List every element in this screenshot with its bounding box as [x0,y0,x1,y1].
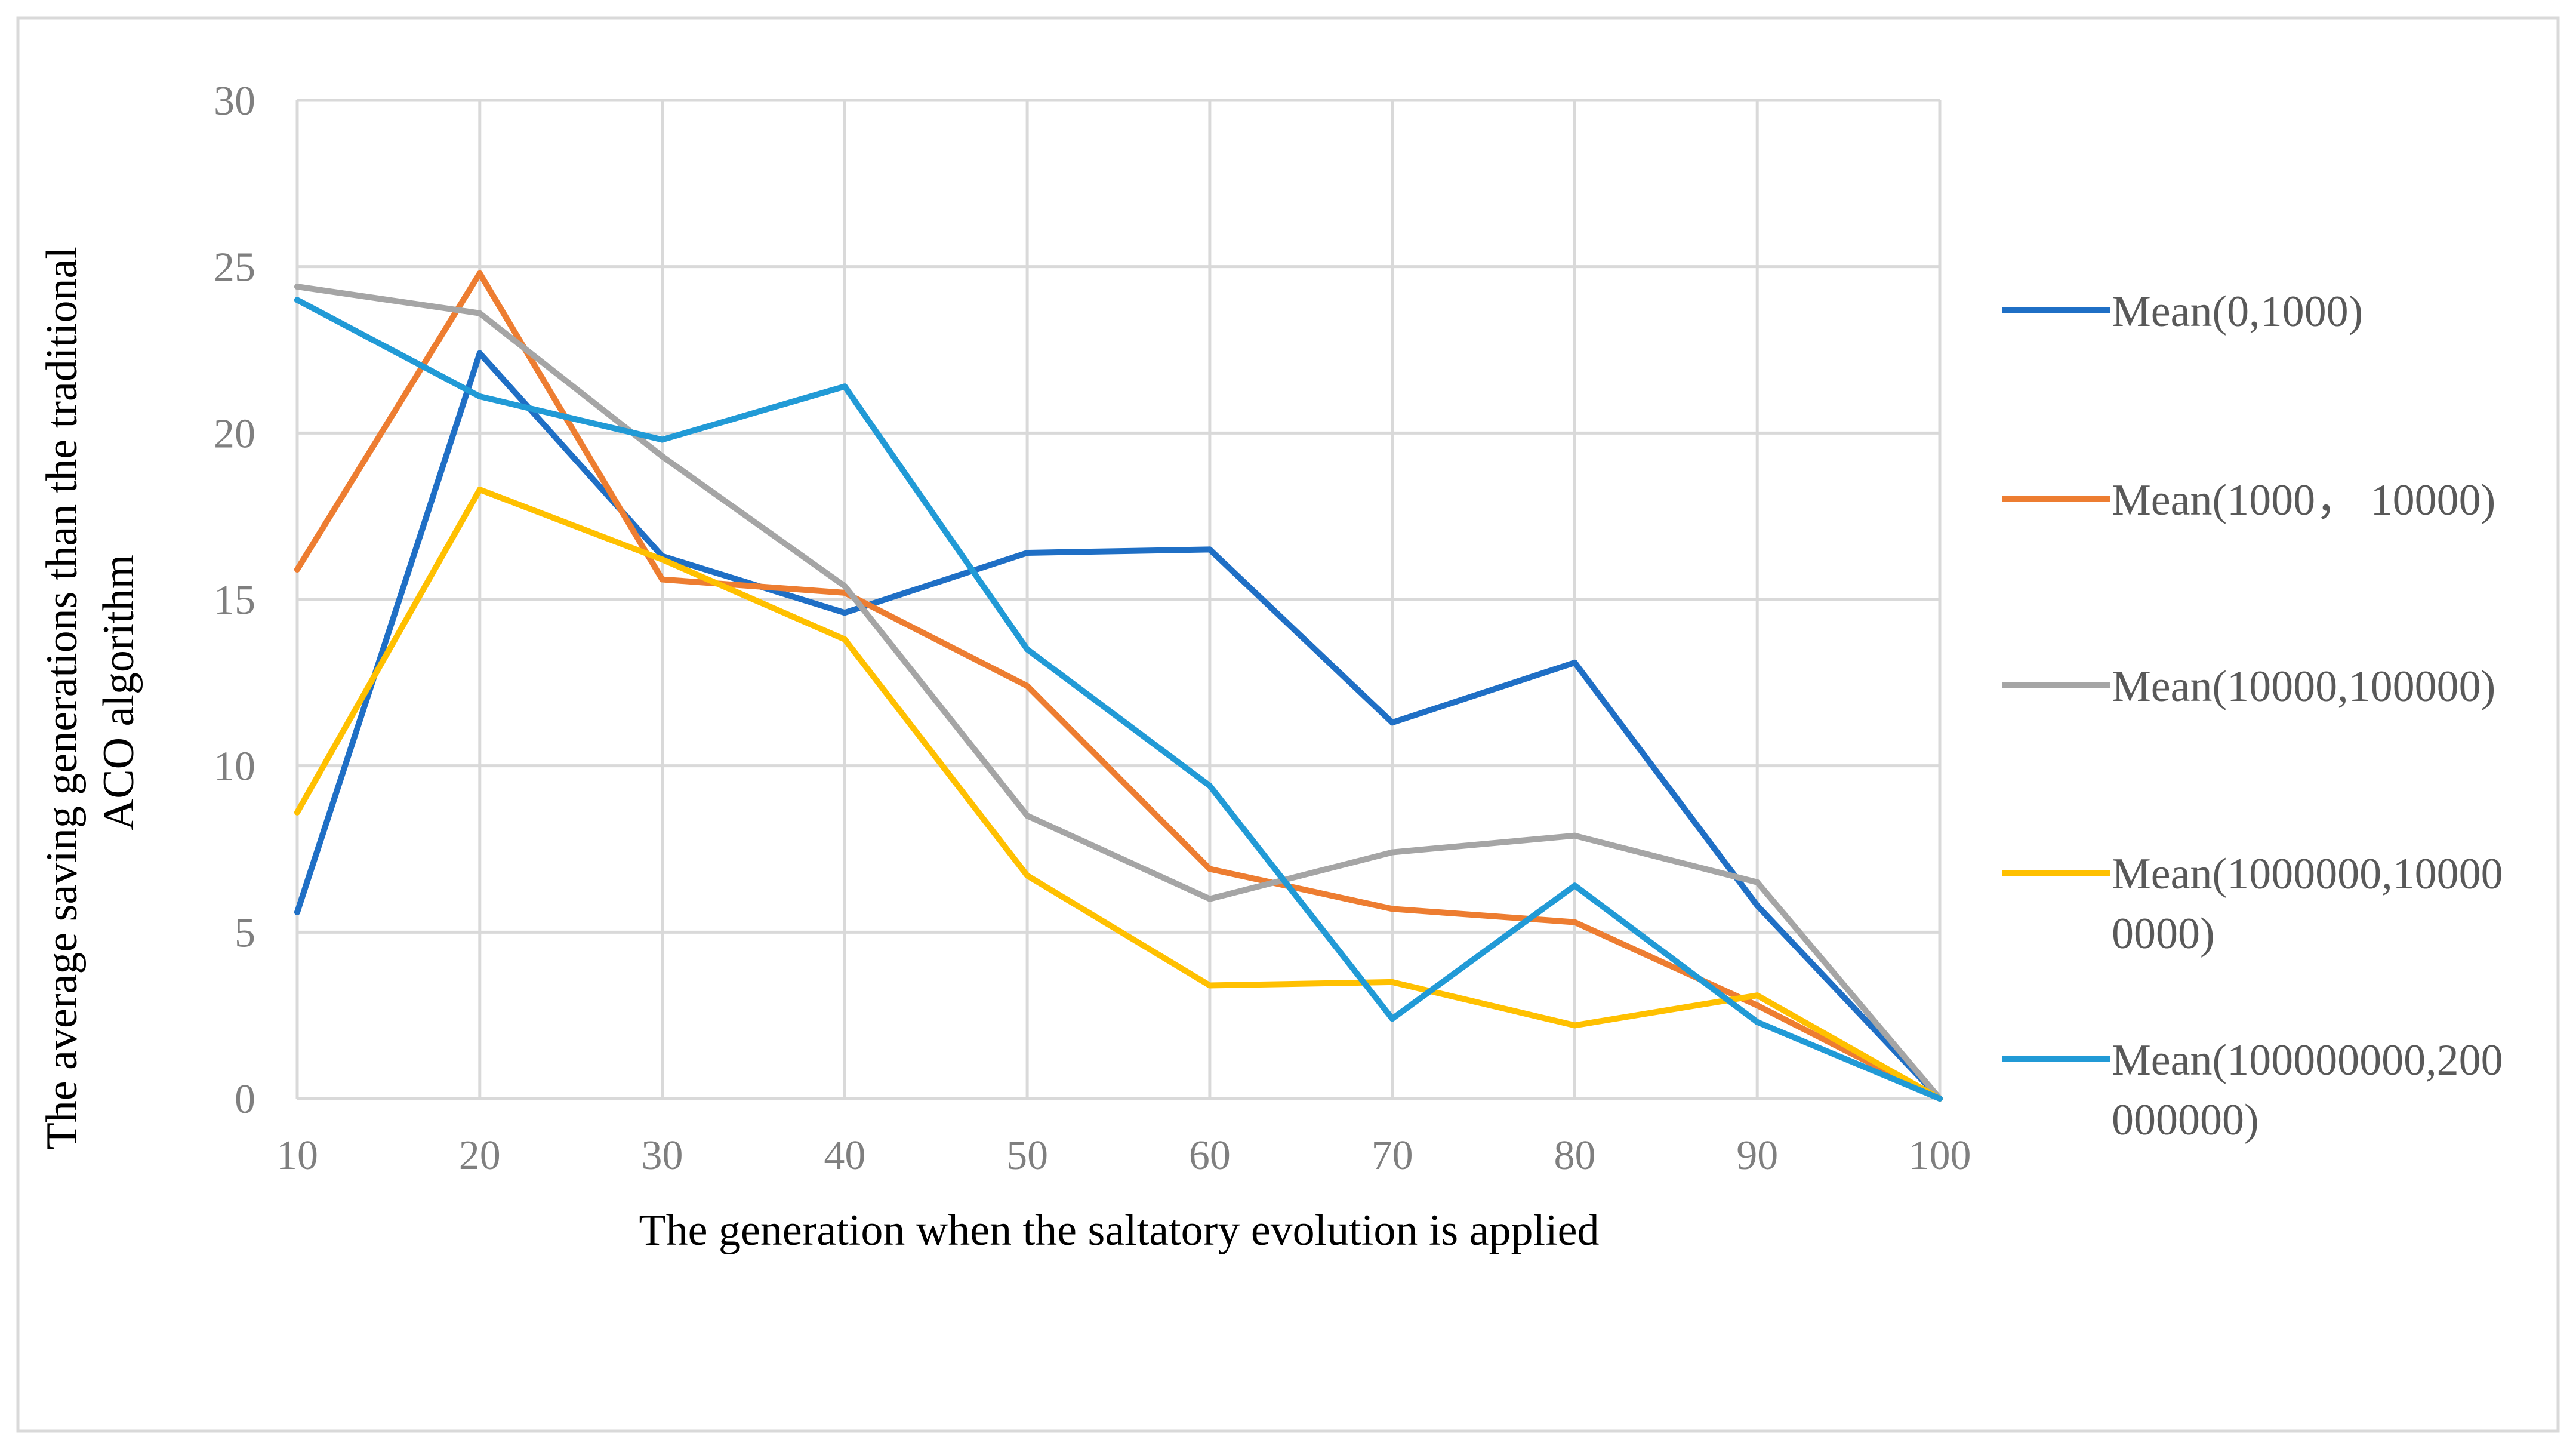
data-point [1572,919,1578,925]
data-point [1206,783,1213,789]
data-point [842,383,848,390]
x-tick-label: 30 [642,1133,683,1179]
data-point [1754,902,1761,909]
x-tick-label: 10 [276,1133,318,1179]
data-point [1206,866,1213,872]
data-point [294,284,300,290]
x-tick-label: 100 [1909,1133,1971,1179]
legend-item-4: Mean(1000000,10000 0000) [2002,850,2503,958]
series-layer [294,270,1943,1102]
data-point [842,610,848,616]
data-point [476,310,483,316]
data-point [842,636,848,642]
x-tick-label: 50 [1006,1133,1048,1179]
x-tick-label: 20 [459,1133,501,1179]
data-point [294,297,300,303]
data-point [1572,659,1578,666]
series-2 [294,270,1943,1102]
data-point [476,393,483,400]
legend-label: Mean(0,1000) [2112,287,2363,336]
x-tick-label: 40 [824,1133,865,1179]
legend: Mean(0,1000) Mean(1000， 10000) Mean(10000,… [2002,287,2503,1145]
y-tick-label: 20 [214,411,255,457]
legend-item-3: Mean(10000,100000) [2002,662,2495,711]
legend-label: Mean(1000000,10000 [2112,850,2503,899]
y-tick-label: 25 [214,245,255,291]
x-tick-label: 90 [1736,1133,1778,1179]
legend-item-2: Mean(1000， 10000) [2002,476,2495,525]
y-axis-title-line-2: ACO algorithm [94,555,143,830]
data-point [294,809,300,816]
data-point [1572,832,1578,839]
data-point [1024,872,1031,879]
data-point [1206,546,1213,553]
y-axis-title: The average saving generations than the … [38,236,143,1150]
data-point [1754,1002,1761,1008]
data-point [1206,982,1213,989]
y-axis-title-line-1: The average saving generations than the … [38,247,87,1149]
data-point [1572,1022,1578,1029]
data-point [659,436,665,443]
series-line [294,284,1943,1102]
data-point [1389,849,1395,856]
data-point [1024,682,1031,689]
data-point [476,270,483,276]
y-axis-ticks: 0 5 10 15 20 25 30 [214,78,255,1122]
data-point [659,556,665,563]
data-point [1206,896,1213,902]
data-point [1754,992,1761,999]
legend-item-1: Mean(0,1000) [2002,287,2363,336]
grid-layer [295,99,1942,1100]
legend-label: 000000) [2112,1096,2259,1145]
chart-frame [16,16,2560,1433]
x-axis-ticks: 10 20 30 40 50 60 70 80 90 100 [276,1133,1971,1179]
data-point [476,487,483,493]
legend-label: Mean(1000， 10000) [2112,476,2495,525]
legend-label: Mean(100000000,200 [2112,1036,2503,1085]
data-point [1024,549,1031,556]
y-tick-label: 15 [214,577,255,623]
data-point [1754,1019,1761,1025]
y-tick-label: 10 [214,744,255,790]
x-tick-label: 80 [1554,1133,1595,1179]
y-tick-label: 0 [235,1076,255,1122]
legend-label: 0000) [2112,909,2215,958]
data-point [294,909,300,915]
data-point [294,566,300,573]
data-point [476,350,483,356]
series-3 [294,284,1943,1102]
y-tick-label: 30 [214,78,255,124]
series-line [294,297,1943,1102]
y-tick-label: 5 [235,910,255,956]
data-point [1389,719,1395,726]
data-point [1937,1096,1943,1102]
series-line [294,270,1943,1102]
series-5 [294,297,1943,1102]
x-tick-label: 60 [1189,1133,1231,1179]
x-axis-title: The generation when the saltatory evolut… [639,1206,1599,1255]
data-point [1024,813,1031,819]
x-tick-label: 70 [1372,1133,1413,1179]
data-point [1389,1016,1395,1022]
data-point [842,583,848,589]
series-line [294,487,1943,1102]
legend-label: Mean(10000,100000) [2112,662,2495,711]
legend-item-5: Mean(100000000,200 000000) [2002,1036,2503,1145]
data-point [659,576,665,583]
data-point [1389,979,1395,985]
data-point [659,453,665,460]
data-point [1572,882,1578,889]
data-point [1754,879,1761,885]
data-point [1024,646,1031,653]
data-point [1389,906,1395,912]
series-line [294,350,1943,1102]
